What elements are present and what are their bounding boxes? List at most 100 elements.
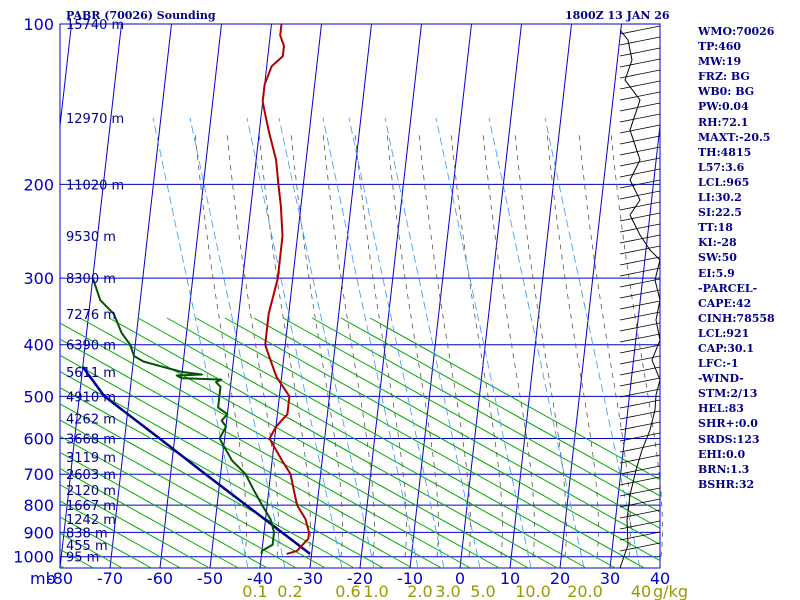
height-label: 4910 m [66, 390, 116, 405]
wind-barb [619, 124, 661, 134]
height-label: 11020 m [66, 178, 124, 193]
index-line: EI:5.9 [698, 266, 735, 280]
dry-adiabat [59, 549, 94, 569]
pressure-tick-label: 900 [23, 523, 54, 542]
moist-adiabat [482, 132, 535, 557]
moist-adiabat [450, 132, 503, 557]
temperature-tick-label: -30 [297, 569, 323, 588]
isotherm--50 [209, 23, 272, 569]
mixing-ratio-label: 0.1 [242, 582, 267, 600]
isotherm-0 [459, 23, 522, 569]
mixing-ratio-line [348, 117, 445, 569]
moist-adiabat [546, 132, 599, 557]
wind-barb [619, 531, 661, 541]
dry-adiabat [59, 500, 181, 569]
mixing-ratio-line [384, 117, 481, 569]
mixing-ratio-label: 40 [631, 582, 651, 600]
mixing-ratio-label: 5.0 [470, 582, 495, 600]
dry-adiabat [282, 317, 661, 529]
index-line: SW:50 [698, 251, 737, 265]
wind-barb [619, 135, 661, 145]
wind-barb [619, 355, 661, 365]
pressure-tick-label: 400 [23, 336, 54, 355]
wind-barb [619, 465, 661, 475]
mixing-ratio-label: 10.0 [515, 582, 551, 600]
wind-barb [619, 256, 661, 266]
height-label: 15740 m [66, 18, 124, 33]
wind-barb [619, 509, 661, 519]
pressure-unit-label: mb [30, 569, 56, 588]
wind-barb [619, 498, 661, 508]
moist-adiabat [514, 132, 567, 557]
index-line: SRDS:123 [698, 432, 760, 446]
isotherm--30 [309, 23, 372, 569]
wind-barb [619, 399, 661, 409]
wind-barb [619, 234, 661, 244]
dry-adiabat [59, 435, 297, 569]
mixing-ratio-line [246, 117, 343, 569]
moist-adiabat [226, 132, 279, 557]
moist-adiabat [322, 132, 375, 557]
moist-adiabat [578, 132, 631, 557]
height-label: 3119 m [66, 451, 116, 466]
wind-barb [619, 377, 661, 387]
index-line: SHR+:0.0 [698, 417, 758, 431]
wind-barb [619, 388, 661, 398]
mixing-ratio-label: 2.0 [407, 582, 432, 600]
index-line: HEL:83 [698, 402, 744, 416]
wind-barb [619, 421, 661, 431]
index-line: TT:18 [698, 221, 733, 235]
moist-adiabat [610, 132, 663, 557]
index-line: LI:30.2 [698, 191, 742, 205]
wind-barb [619, 69, 661, 79]
dry-adiabat [59, 371, 413, 569]
index-line: WMO:70026 [698, 25, 775, 38]
mixing-ratio-line [278, 117, 375, 569]
chart-title: PABR (70026) Sounding [66, 9, 216, 22]
index-line: CINH:78558 [698, 311, 775, 325]
mixing-ratio-line [544, 117, 641, 569]
index-line: WB0: BG [698, 85, 755, 99]
wind-barb [619, 146, 661, 156]
index-line: STM:2/13 [698, 387, 758, 401]
mixing-ratio-unit: g/kg [653, 582, 688, 600]
wind-barb [619, 366, 661, 376]
wind-barb [619, 47, 661, 57]
height-label: 2603 m [66, 468, 116, 483]
dry-adiabat [59, 516, 152, 569]
wind-barb [619, 487, 661, 497]
height-label: 3668 m [66, 433, 116, 448]
wind-barb [619, 542, 661, 552]
isotherm-30 [609, 125, 661, 569]
temperature-tick-label: -80 [47, 569, 73, 588]
wind-barb [619, 520, 661, 530]
wind-barb [619, 80, 661, 90]
moist-adiabat [290, 132, 343, 557]
dewpoint-trace [91, 277, 275, 554]
height-label: 838 m [66, 526, 108, 541]
isotherm--70 [109, 23, 172, 569]
wind-barb [619, 212, 661, 222]
wind-barb [619, 476, 661, 486]
height-label: 8300 m [66, 272, 116, 287]
dry-adiabat [59, 419, 326, 569]
indices-panel: WMO:70026 TP:460 MW:19 FRZ: BG WB0: BG PW:0.0… [698, 24, 798, 492]
moist-adiabat [418, 132, 471, 557]
height-label: 9530 m [66, 230, 116, 245]
temperature-tick-label: 40 [650, 569, 670, 588]
index-line: SI:22.5 [698, 206, 742, 220]
chart-time: 1800Z 13 JAN 26 [565, 9, 670, 22]
height-label: 7276 m [66, 308, 116, 323]
index-line: KI:-28 [698, 236, 737, 250]
wind-barb [619, 322, 661, 332]
moist-adiabat [386, 132, 439, 557]
isotherm--80 [59, 23, 122, 569]
index-line: BRN:1.3 [698, 462, 750, 476]
wind-barb [619, 289, 661, 299]
pressure-tick-label: 300 [23, 269, 54, 288]
index-line: -PARCEL- [698, 281, 758, 295]
height-label: 455 m [66, 539, 108, 554]
temperature-tick-label: 0 [455, 569, 465, 588]
temperature-tick-label: -60 [147, 569, 173, 588]
